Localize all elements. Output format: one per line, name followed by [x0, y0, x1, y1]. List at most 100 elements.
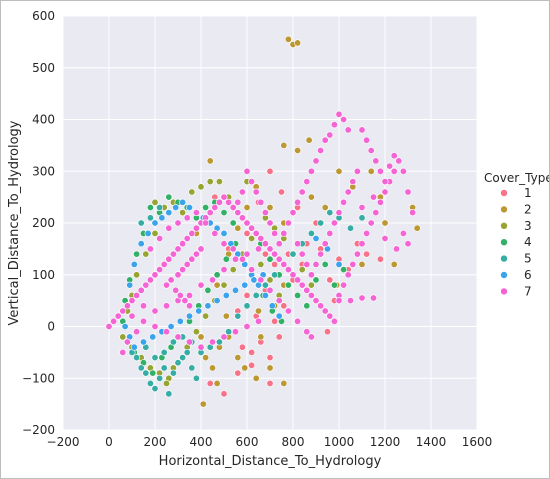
data-point-type-6	[179, 198, 187, 206]
data-point-type-7	[317, 147, 325, 155]
data-point-type-2	[284, 35, 292, 43]
data-point-type-7	[151, 307, 159, 315]
data-point-type-5	[146, 214, 154, 222]
data-point-type-2	[255, 307, 263, 315]
x-tick-label: 800	[282, 435, 305, 449]
data-point-type-7	[280, 260, 288, 268]
data-point-type-7	[133, 328, 141, 336]
data-point-type-5	[137, 364, 145, 372]
data-point-type-7	[186, 291, 194, 299]
data-point-type-7	[252, 229, 260, 237]
data-point-type-7	[307, 291, 315, 299]
data-point-type-4	[284, 281, 292, 289]
data-point-type-7	[294, 198, 302, 206]
data-point-type-4	[204, 286, 212, 294]
data-point-type-6	[121, 322, 129, 330]
data-point-type-1	[280, 302, 288, 310]
data-point-type-3	[215, 178, 223, 186]
x-tick-label: 1200	[370, 435, 401, 449]
legend-label: 6	[524, 268, 532, 282]
data-point-type-6	[232, 286, 240, 294]
legend-label: 2	[524, 202, 532, 216]
data-point-type-7	[266, 219, 274, 227]
data-point-type-7	[146, 276, 154, 284]
data-point-type-1	[248, 348, 256, 356]
data-point-type-7	[232, 255, 240, 263]
data-point-type-7	[243, 219, 251, 227]
data-point-type-2	[280, 379, 288, 387]
data-point-type-7	[114, 312, 122, 320]
data-point-type-7	[395, 157, 403, 165]
data-point-type-3	[220, 281, 228, 289]
data-point-type-2	[390, 260, 398, 268]
data-point-type-7	[307, 333, 315, 341]
data-point-type-4	[146, 204, 154, 212]
data-point-type-1	[234, 369, 242, 377]
data-point-type-7	[146, 245, 154, 253]
data-point-type-1	[323, 328, 331, 336]
data-point-type-2	[367, 167, 375, 175]
data-point-type-7	[172, 286, 180, 294]
legend-entries: 1 2 3 4 5 6 7	[500, 186, 532, 298]
data-point-type-7	[284, 266, 292, 274]
data-point-type-7	[163, 281, 171, 289]
data-point-type-7	[165, 255, 173, 263]
data-point-type-5	[169, 338, 177, 346]
data-point-type-7	[255, 317, 263, 325]
data-point-type-7	[266, 286, 274, 294]
data-point-type-7	[105, 322, 113, 330]
data-point-type-3	[307, 281, 315, 289]
data-point-type-5	[215, 338, 223, 346]
data-point-type-7	[330, 121, 338, 129]
data-point-type-3	[151, 198, 159, 206]
data-point-type-4	[229, 219, 237, 227]
data-point-type-7	[349, 260, 357, 268]
data-point-type-5	[183, 348, 191, 356]
data-point-type-7	[183, 214, 191, 222]
data-point-type-7	[284, 307, 292, 315]
data-point-type-1	[363, 250, 371, 258]
data-point-type-2	[202, 354, 210, 362]
data-point-type-1	[266, 354, 274, 362]
legend-label: 5	[524, 252, 532, 266]
legend-marker	[500, 222, 508, 230]
data-point-type-3	[142, 250, 150, 258]
data-point-type-7	[238, 214, 246, 222]
data-point-type-6	[261, 291, 269, 299]
data-point-type-7	[321, 307, 329, 315]
data-point-type-1	[277, 188, 285, 196]
y-axis-title: Vertical_Distance_To_Hydrology	[7, 120, 22, 325]
data-point-type-1	[376, 255, 384, 263]
data-point-type-7	[376, 198, 384, 206]
data-point-type-7	[119, 307, 127, 315]
data-point-type-3	[133, 271, 141, 279]
data-point-type-7	[165, 224, 173, 232]
data-point-type-7	[234, 198, 242, 206]
data-point-type-6	[137, 240, 145, 248]
data-point-type-7	[358, 204, 366, 212]
data-point-type-7	[174, 245, 182, 253]
x-tick-label: 200	[144, 435, 167, 449]
y-tick-label: 500	[32, 61, 55, 75]
data-point-type-5	[169, 369, 177, 377]
data-point-type-3	[248, 235, 256, 243]
data-point-type-6	[222, 291, 230, 299]
y-tick-labels: −200 −100 0 100 200 300 400 500 600	[22, 9, 55, 437]
data-point-type-2	[266, 364, 274, 372]
data-point-type-5	[188, 364, 196, 372]
legend-title: Cover_Type	[484, 171, 549, 185]
data-point-type-1	[243, 291, 251, 299]
data-point-type-3	[206, 178, 214, 186]
legend-label: 4	[524, 235, 532, 249]
y-tick-label: −100	[22, 371, 55, 385]
data-point-type-6	[250, 276, 258, 284]
y-tick-label: 0	[47, 320, 55, 334]
data-point-type-7	[197, 245, 205, 253]
data-point-type-6	[130, 260, 138, 268]
data-point-type-7	[229, 245, 237, 253]
data-point-type-5	[165, 390, 173, 398]
data-point-type-7	[335, 110, 343, 118]
data-point-type-7	[298, 188, 306, 196]
x-axis-title: Horizontal_Distance_To_Hydrology	[159, 454, 382, 469]
data-point-type-7	[409, 209, 417, 217]
